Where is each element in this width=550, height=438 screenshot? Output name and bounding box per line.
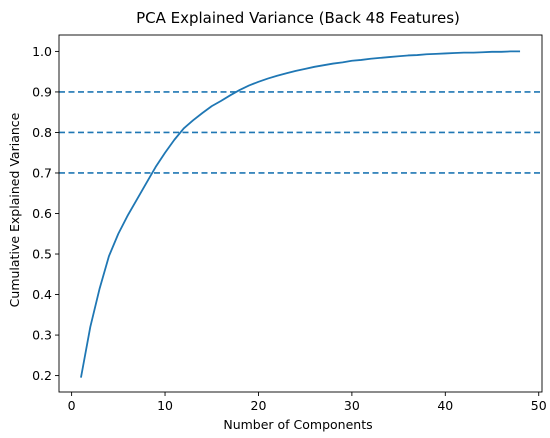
x-tick-label: 30 — [344, 398, 360, 413]
chart-title: PCA Explained Variance (Back 48 Features… — [136, 9, 460, 27]
y-tick-label: 0.6 — [32, 206, 52, 221]
x-tick-label: 40 — [437, 398, 453, 413]
x-tick-label: 50 — [531, 398, 547, 413]
plot-frame — [58, 34, 543, 393]
y-tick-label: 0.4 — [32, 287, 52, 302]
y-tick-label: 0.7 — [32, 165, 52, 180]
y-tick-label: 0.2 — [32, 368, 52, 383]
x-tick-label: 20 — [251, 398, 267, 413]
y-tick-label: 0.5 — [32, 247, 52, 262]
series-line — [80, 50, 521, 378]
axes: 0 10 20 30 40 50 0.2 0.3 0.4 0.5 0.6 0.7 0.8 0.9 1.0 — [32, 34, 547, 413]
y-tick-label: 0.9 — [32, 84, 52, 99]
y-axis-label: Cumulative Explained Variance — [7, 112, 22, 307]
x-tick-label: 0 — [68, 398, 76, 413]
plot-area — [59, 50, 542, 378]
x-tick-label: 10 — [157, 398, 173, 413]
x-axis-label: Number of Components — [223, 417, 372, 432]
y-tick-label: 0.8 — [32, 125, 52, 140]
y-tick-label: 1.0 — [32, 44, 52, 59]
y-tick-label: 0.3 — [32, 328, 52, 343]
